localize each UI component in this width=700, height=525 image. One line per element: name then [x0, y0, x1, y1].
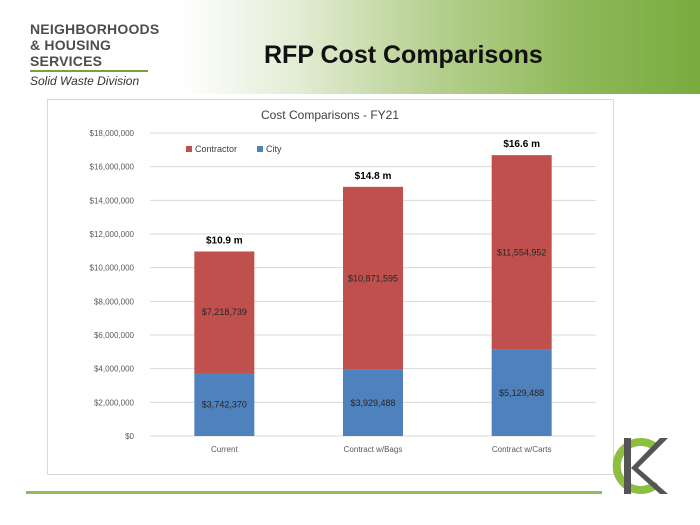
- page-title: RFP Cost Comparisons: [264, 41, 543, 69]
- bar-contractor: [194, 251, 255, 374]
- bar-contractor: [343, 186, 403, 370]
- bar-value-label: $11,554,952: [497, 247, 546, 257]
- legend-label-city: City: [266, 144, 282, 154]
- bar-value-label: $3,929,488: [350, 398, 395, 408]
- y-tick-label: $12,000,000: [90, 230, 135, 239]
- org-name-line-1: NEIGHBORHOODS: [30, 21, 160, 37]
- bar-total-label: $16.6 m: [503, 139, 540, 150]
- bar-total-label: $14.8 m: [355, 171, 392, 182]
- org-name-line-2: & HOUSING: [30, 37, 112, 53]
- division-name: Solid Waste Division: [30, 74, 140, 88]
- x-tick-label: Contract w/Bags: [344, 445, 403, 454]
- legend-swatch-city: [257, 146, 263, 152]
- y-tick-label: $14,000,000: [90, 196, 135, 205]
- bar-city: [194, 373, 255, 436]
- bar-value-label: $10,871,595: [348, 273, 398, 283]
- y-tick-label: $0: [125, 432, 134, 441]
- y-tick-label: $6,000,000: [94, 331, 135, 340]
- y-tick-label: $8,000,000: [94, 297, 135, 306]
- org-divider: [30, 70, 148, 72]
- cost-comparison-chart: Cost Comparisons - FY21 $0 $2,000,000 $4,00…: [90, 108, 596, 454]
- chart-title: Cost Comparisons - FY21: [261, 108, 399, 122]
- kc-logo-c-arc: [612, 438, 658, 494]
- y-tick-label: $4,000,000: [94, 365, 135, 374]
- y-tick-label: $10,000,000: [90, 264, 135, 273]
- bar-total-label: $10.9 m: [206, 235, 243, 246]
- bar-value-label: $3,742,370: [202, 400, 247, 410]
- bar-value-label: $7,218,739: [202, 307, 247, 317]
- legend-label-contractor: Contractor: [195, 144, 237, 154]
- bar-city: [491, 349, 552, 436]
- chart-container: Cost Comparisons - FY21 $0 $2,000,000 $4,00…: [47, 99, 614, 475]
- y-tick-label: $16,000,000: [90, 163, 135, 172]
- kc-logo-k-stem: [624, 438, 631, 494]
- footer-divider: [26, 491, 602, 494]
- y-tick-label: $2,000,000: [94, 398, 135, 407]
- kc-logo-k-arms: [631, 438, 668, 494]
- kc-logo-icon: KC: [612, 438, 668, 494]
- y-tick-label: $18,000,000: [90, 129, 135, 138]
- x-tick-label: Current: [211, 445, 238, 454]
- bar-contractor: [491, 155, 552, 350]
- bar-city: [343, 369, 403, 436]
- legend-swatch-contractor: [186, 146, 192, 152]
- header-gradient-band: [0, 0, 700, 94]
- slide-header: NEIGHBORHOODS & HOUSING SERVICES Solid W…: [0, 0, 700, 94]
- bar-value-label: $5,129,488: [499, 388, 544, 398]
- org-name-line-3: SERVICES: [30, 53, 103, 69]
- x-tick-label: Contract w/Carts: [492, 445, 552, 454]
